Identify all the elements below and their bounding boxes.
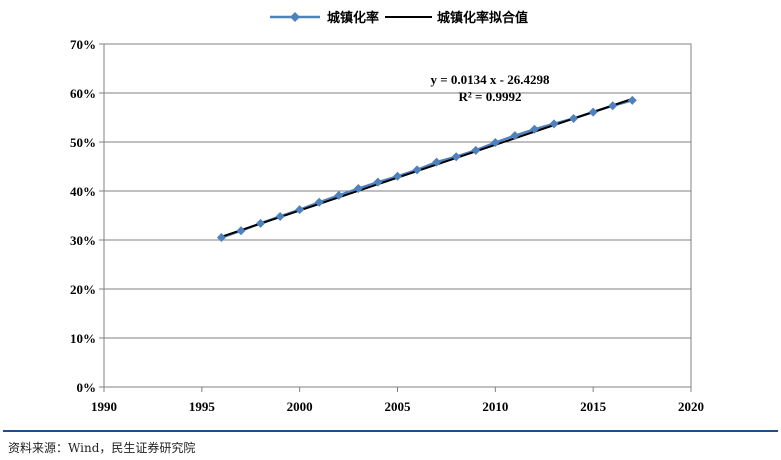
data-point-marker [275,211,285,221]
data-point-marker [393,171,402,181]
legend-label-fitted: 城镇化率拟合值 [437,10,528,26]
data-point-marker [256,218,266,228]
data-point-marker [627,95,637,105]
r-squared-value: R² = 0.9992 [459,89,522,104]
data-point-marker [451,152,461,162]
y-tick-label: 20% [70,282,96,297]
regression-equation: y = 0.0134 x - 26.4298 [431,72,550,87]
x-tick-label: 2010 [482,399,508,414]
gridlines [104,92,691,339]
data-point-marker [295,205,305,215]
data-point-marker [549,119,559,129]
data-point-marker [471,145,481,155]
data-point-marker [510,131,520,141]
x-tick-label: 1990 [91,399,117,414]
y-tick-label: 50% [70,135,96,150]
chart: 0% 10% 20% 30% 40% 50% 60% 70% 1990 1995 2000 2005… [70,10,704,414]
x-tick-label: 2000 [287,399,313,414]
plot-area [103,43,692,388]
y-axis-tick-labels: 0% 10% 20% 30% 40% 50% 60% 70% [70,37,104,395]
data-point-marker [353,184,363,194]
data-point-marker [569,113,579,123]
y-tick-label: 70% [70,37,96,52]
data-point-marker [608,101,618,111]
x-tick-label: 1995 [189,399,216,414]
data-point-marker [314,197,324,207]
legend-marker-diamond [290,12,300,22]
data-point-marker [334,190,344,200]
data-point-marker [529,124,539,134]
source-note: 资料来源：Wind，民生证券研究院 [8,441,196,455]
source-divider [3,430,778,432]
data-point-marker [432,157,442,167]
data-point-marker [236,226,246,236]
y-tick-label: 30% [70,233,96,248]
y-tick-label: 10% [70,331,96,346]
y-tick-label: 60% [70,86,96,101]
legend-item-urbanization-rate: 城镇化率 [270,10,379,26]
y-tick-label: 0% [77,380,97,395]
data-point-marker [412,165,422,175]
y-tick-label: 40% [70,184,96,199]
data-point-marker [588,107,598,117]
regression-annotation: y = 0.0134 x - 26.4298 R² = 0.9992 [431,72,550,104]
series-line-fitted [221,97,633,238]
x-tick-label: 2015 [580,399,607,414]
data-point-marker [490,137,500,147]
legend-item-fitted-value: 城镇化率拟合值 [385,10,528,26]
x-axis-tick-labels: 1990 1995 2000 2005 2010 2015 2020 [91,387,704,414]
data-point-marker [216,233,226,243]
x-tick-label: 2005 [385,399,412,414]
x-tick-label: 2020 [678,399,704,414]
series-layer [216,95,637,243]
legend-label-urbanization: 城镇化率 [327,10,379,26]
legend: 城镇化率 城镇化率拟合值 [270,10,528,26]
data-point-marker [373,177,383,187]
